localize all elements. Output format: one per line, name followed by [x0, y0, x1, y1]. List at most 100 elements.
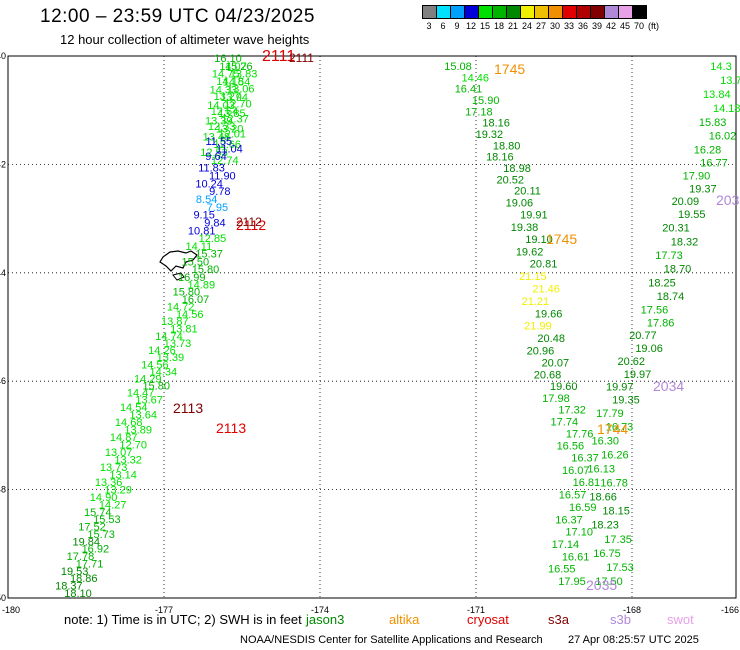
scale-unit: (ft) — [648, 21, 659, 31]
swh-value-label: 17.78 — [67, 551, 95, 563]
scale-label: 70 — [633, 21, 644, 31]
swh-value-label: 9.84 — [204, 218, 225, 230]
swh-value-label: 19.35 — [612, 394, 640, 406]
swh-value-label: 20.11 — [514, 186, 541, 198]
swh-value-label: 11.83 — [198, 163, 225, 175]
swh-value-label: 15.26 — [225, 61, 253, 73]
pass-time-label: 2113 — [173, 400, 203, 416]
footer-note: note: 1) Time is in UTC; 2) SWH is in fe… — [64, 612, 302, 627]
swh-value-label: 14.3 — [710, 61, 731, 73]
swh-value-label: 20.48 — [537, 333, 565, 345]
swh-value-label: 18.74 — [657, 291, 685, 303]
swh-value-label: 18.25 — [648, 277, 676, 289]
swh-value-label: 16.28 — [694, 144, 722, 156]
island-outline — [172, 272, 185, 281]
swh-value-label: 16.73 — [606, 422, 634, 434]
swh-value-label: 19.06 — [635, 343, 663, 355]
lat-tick-label: -50 — [0, 593, 6, 603]
swh-value-label: 17.50 — [595, 576, 623, 588]
swh-value-label: 15.90 — [472, 95, 500, 107]
swh-value-label: 19.62 — [516, 246, 544, 258]
swh-value-label: 13.14 — [109, 470, 137, 482]
swh-value-label: 14.29 — [134, 373, 162, 385]
lat-tick-label: -40 — [0, 51, 6, 61]
swh-value-label: 13.85 — [218, 108, 246, 120]
swh-value-label: 15.73 — [87, 529, 115, 541]
swh-value-label: 12.37 — [221, 114, 249, 126]
swh-value-label: 18.37 — [55, 581, 83, 593]
swh-value-label: 13.06 — [227, 84, 255, 96]
swh-value-label: 18.98 — [503, 163, 531, 175]
swh-value-label: 14.11 — [186, 241, 213, 253]
lon-tick-label: -177 — [155, 605, 173, 615]
scale-label: 9 — [454, 21, 460, 31]
swh-value-label: 18.16 — [482, 118, 510, 130]
swh-value-label: 19.97 — [606, 382, 634, 394]
swh-value-label: 13.81 — [170, 324, 198, 336]
swh-value-label: 13.27 — [214, 91, 242, 103]
swh-value-label: 13.39 — [157, 352, 185, 364]
swh-value-label: 12.53 — [200, 147, 228, 159]
swh-value-label: 13.7 — [720, 75, 740, 87]
credit-line: NOAA/NESDIS Center for Satellite Applica… — [240, 634, 543, 646]
swh-value-label: 16.61 — [562, 551, 590, 563]
swh-value-label: 18.32 — [671, 236, 699, 248]
swh-value-label: 20.31 — [662, 223, 690, 235]
pass-time-label: 2111 — [262, 48, 295, 65]
swh-value-label: 13.87 — [161, 316, 189, 328]
swh-value-label: 18.80 — [493, 140, 521, 152]
swh-value-label: 12.64 — [211, 106, 239, 118]
swh-value-label: 21.15 — [519, 271, 547, 283]
swh-value-label: 14.56 — [176, 309, 204, 321]
swh-value-label: 18.23 — [591, 520, 619, 532]
lon-tick-label: -168 — [623, 605, 641, 615]
swh-value-label: 19.32 — [476, 129, 504, 141]
swh-value-label: 12.85 — [199, 233, 227, 245]
pass-time-label: 1745 — [546, 231, 577, 247]
scale-label: 42 — [605, 21, 616, 31]
swh-value-label: 14.07 — [219, 61, 247, 73]
swh-value-label: 16.99 — [178, 272, 206, 284]
scale-label: 6 — [440, 21, 446, 31]
map-frame — [7, 55, 737, 599]
swh-value-label: 10.24 — [195, 178, 223, 190]
swh-value-label: 13.29 — [104, 485, 132, 497]
swh-value-label: 17.32 — [558, 405, 586, 417]
swh-value-label: 14.33 — [210, 84, 238, 96]
swh-value-label: 14.26 — [148, 345, 176, 357]
swh-value-label: 10.81 — [188, 225, 216, 237]
swh-value-label: 14.54 — [120, 402, 148, 414]
swh-value-label: 8.54 — [196, 194, 217, 206]
pass-time-label: 1744 — [597, 421, 628, 437]
scale-label: 33 — [563, 21, 574, 31]
lat-tick-label: -44 — [0, 268, 6, 278]
swh-value-label: 16.10 — [214, 53, 242, 65]
lat-tick-label: -48 — [0, 485, 6, 495]
swh-value-label: 15.37 — [195, 249, 223, 261]
color-scale-legend: 3 6 9 12 15 18 21 24 27 30 33 36 39 42 45 70 (ft) — [422, 5, 659, 31]
swh-value-label: 19.37 — [689, 183, 717, 195]
swh-value-label: 17.98 — [542, 393, 570, 405]
swh-value-label: 14.75 — [212, 69, 240, 81]
satellite-legend-altika: altika — [389, 612, 420, 627]
lon-tick-label: -180 — [2, 605, 20, 615]
swh-value-label: 21.46 — [532, 283, 560, 295]
lon-tick-label: -171 — [467, 605, 485, 615]
swh-value-label: 13.07 — [105, 447, 133, 459]
swh-value-label: 15.50 — [182, 256, 210, 268]
generation-timestamp: 27 Apr 08:25:57 UTC 2025 — [568, 634, 699, 646]
scale-label: 3 — [426, 21, 432, 31]
swh-value-label: 18.66 — [589, 492, 617, 504]
swh-value-label: 16.57 — [559, 490, 587, 502]
page-subtitle: 12 hour collection of altimeter wave hei… — [60, 32, 310, 47]
scale-label: 45 — [619, 21, 630, 31]
swh-value-label: 15.08 — [444, 61, 472, 73]
swh-value-label: 14.18 — [713, 103, 740, 115]
scale-label: 15 — [479, 21, 490, 31]
swh-value-label: 11.55 — [205, 136, 232, 148]
swh-value-label: 16.30 — [591, 436, 619, 448]
swh-value-label: 13.94 — [220, 92, 248, 104]
swh-value-label: 13.84 — [703, 89, 731, 101]
lon-tick-label: -174 — [311, 605, 329, 615]
